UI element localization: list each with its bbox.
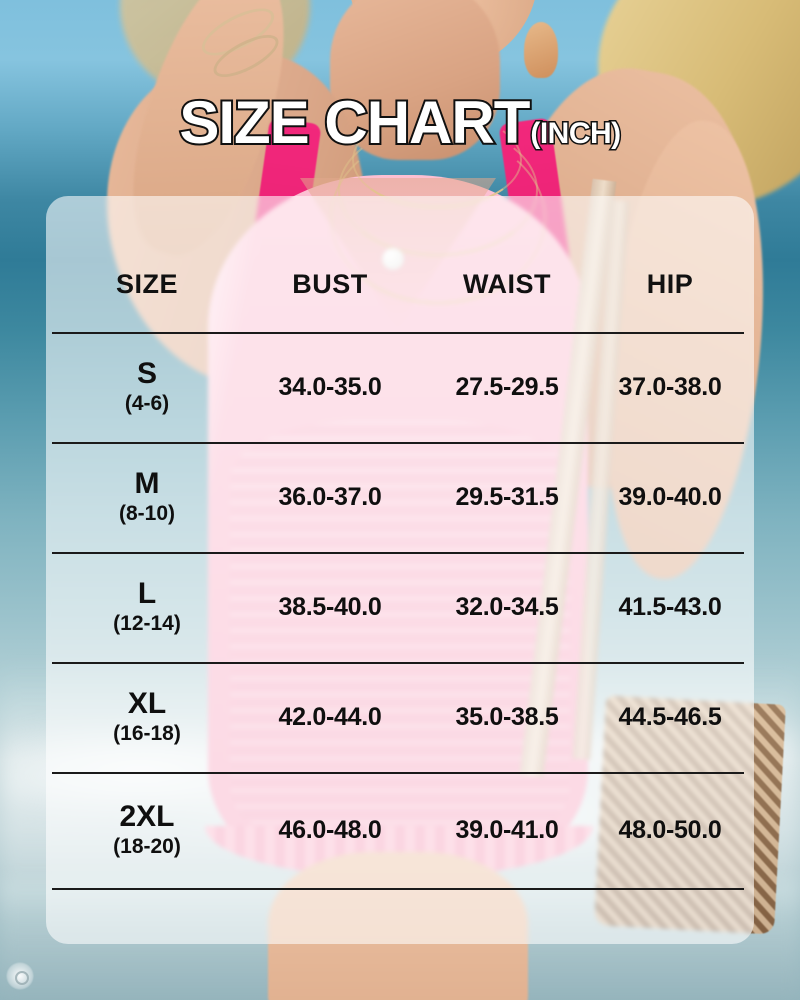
row-waist-cell: 29.5-31.5 bbox=[418, 483, 596, 512]
header-cell-size: SIZE bbox=[52, 269, 242, 300]
size-letter: S bbox=[136, 357, 157, 391]
size-chart-table: SIZE BUST WAIST HIP S (4-6) 34.0-35.0 bbox=[52, 196, 744, 896]
header-label-size: SIZE bbox=[115, 268, 178, 299]
watermark-logo-icon bbox=[6, 962, 34, 990]
row-bust-cell: 38.5-40.0 bbox=[242, 593, 418, 622]
size-letter: M bbox=[134, 467, 160, 501]
row-hip-cell: 39.0-40.0 bbox=[596, 483, 744, 512]
row-bust-cell: 46.0-48.0 bbox=[242, 816, 418, 845]
bust-value: 46.0-48.0 bbox=[278, 815, 382, 844]
row-size-cell: L (12-14) bbox=[52, 578, 242, 636]
divider-header bbox=[52, 332, 744, 334]
header-cell-hip: HIP bbox=[596, 269, 744, 300]
table-header-row: SIZE BUST WAIST HIP bbox=[52, 244, 744, 324]
model-earring bbox=[524, 22, 558, 78]
hip-value: 41.5-43.0 bbox=[618, 592, 722, 621]
size-range: (18-20) bbox=[113, 834, 181, 858]
row-bust-cell: 34.0-35.0 bbox=[242, 373, 418, 402]
hip-value: 39.0-40.0 bbox=[618, 482, 722, 511]
bust-value: 34.0-35.0 bbox=[278, 372, 382, 401]
row-waist-cell: 39.0-41.0 bbox=[418, 816, 596, 845]
divider-row-xl bbox=[52, 772, 744, 774]
divider-row-l bbox=[52, 662, 744, 664]
hip-value: 37.0-38.0 bbox=[618, 372, 722, 401]
row-size-cell: M (8-10) bbox=[52, 468, 242, 526]
table-row: M (8-10) 36.0-37.0 29.5-31.5 39.0-40.0 bbox=[52, 442, 744, 552]
row-waist-cell: 27.5-29.5 bbox=[418, 373, 596, 402]
size-letter: L bbox=[137, 577, 157, 611]
table-row: S (4-6) 34.0-35.0 27.5-29.5 37.0-38.0 bbox=[52, 332, 744, 442]
waist-value: 35.0-38.5 bbox=[455, 702, 559, 731]
divider-row-m bbox=[52, 552, 744, 554]
header-label-waist: WAIST bbox=[463, 268, 551, 299]
table-row: L (12-14) 38.5-40.0 32.0-34.5 41.5-43.0 bbox=[52, 552, 744, 662]
title-main-text: SIZE CHART bbox=[177, 87, 532, 158]
size-letter: XL bbox=[127, 687, 167, 721]
row-hip-cell: 48.0-50.0 bbox=[596, 816, 744, 845]
hip-value: 48.0-50.0 bbox=[618, 815, 722, 844]
table-row: 2XL (18-20) 46.0-48.0 39.0-41.0 48.0-50.… bbox=[52, 772, 744, 888]
size-range: (8-10) bbox=[118, 501, 176, 525]
row-hip-cell: 44.5-46.5 bbox=[596, 703, 744, 732]
waist-value: 32.0-34.5 bbox=[455, 592, 559, 621]
chart-panel bbox=[46, 196, 754, 944]
row-hip-cell: 41.5-43.0 bbox=[596, 593, 744, 622]
divider-row-s bbox=[52, 442, 744, 444]
chart-title: SIZE CHART(INCH) bbox=[0, 87, 800, 158]
row-bust-cell: 36.0-37.0 bbox=[242, 483, 418, 512]
title-unit-text: (INCH) bbox=[529, 116, 623, 152]
row-waist-cell: 32.0-34.5 bbox=[418, 593, 596, 622]
waist-value: 39.0-41.0 bbox=[455, 815, 559, 844]
bust-value: 42.0-44.0 bbox=[278, 702, 382, 731]
bust-value: 36.0-37.0 bbox=[278, 482, 382, 511]
size-range: (16-18) bbox=[113, 721, 181, 745]
header-cell-waist: WAIST bbox=[418, 269, 596, 300]
header-cell-bust: BUST bbox=[242, 269, 418, 300]
bust-value: 38.5-40.0 bbox=[278, 592, 382, 621]
row-size-cell: S (4-6) bbox=[52, 358, 242, 416]
waist-value: 27.5-29.5 bbox=[455, 372, 559, 401]
size-range: (4-6) bbox=[124, 391, 170, 415]
table-row: XL (16-18) 42.0-44.0 35.0-38.5 44.5-46.5 bbox=[52, 662, 744, 772]
size-letter: 2XL bbox=[119, 800, 175, 834]
header-label-hip: HIP bbox=[646, 268, 694, 299]
row-bust-cell: 42.0-44.0 bbox=[242, 703, 418, 732]
hip-value: 44.5-46.5 bbox=[618, 702, 722, 731]
row-hip-cell: 37.0-38.0 bbox=[596, 373, 744, 402]
divider-row-2xl bbox=[52, 888, 744, 890]
row-waist-cell: 35.0-38.5 bbox=[418, 703, 596, 732]
size-range: (12-14) bbox=[113, 611, 181, 635]
row-size-cell: 2XL (18-20) bbox=[52, 801, 242, 859]
header-label-bust: BUST bbox=[292, 268, 368, 299]
waist-value: 29.5-31.5 bbox=[455, 482, 559, 511]
row-size-cell: XL (16-18) bbox=[52, 688, 242, 746]
